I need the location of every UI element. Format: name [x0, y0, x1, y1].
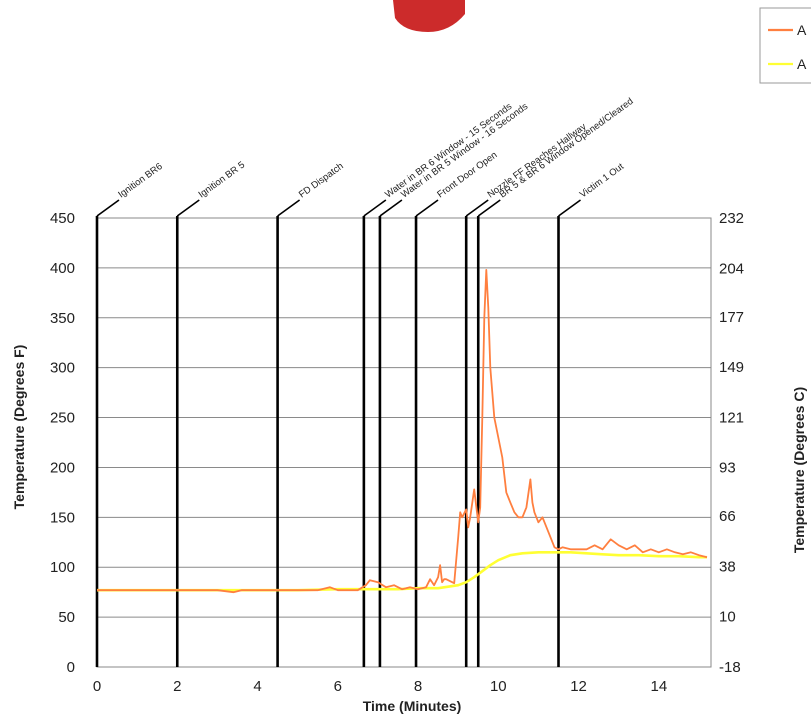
y2-tick-label: 149 [719, 359, 744, 376]
x-tick-label: 14 [650, 678, 667, 695]
legend-label: A [797, 22, 807, 38]
x-tick-label: 8 [414, 678, 422, 695]
series-lines [97, 268, 708, 594]
gridlines [97, 217, 711, 668]
clipped-title-remnant [393, 0, 465, 32]
x-axis-ticks: 0 2 4 6 8 10 12 14 [93, 678, 667, 695]
y-tick-label: 100 [50, 559, 75, 576]
y2-axis-title: Temperature (Degrees C) [791, 387, 807, 553]
left-axis-ticks: 0 50 100 150 200 250 300 350 400 450 [50, 210, 75, 676]
event-label: Ignition BR 5 [197, 160, 247, 201]
event-leader [415, 199, 439, 217]
y-tick-label: 300 [50, 360, 75, 377]
plot-frame [96, 217, 712, 668]
x-tick-label: 12 [570, 678, 587, 695]
y2-tick-label: 121 [719, 409, 744, 426]
event-leader [277, 199, 301, 217]
y2-tick-label: -18 [719, 659, 741, 676]
event-leader [363, 199, 387, 217]
right-axis-ticks: -18 10 38 66 93 121 149 177 204 232 [719, 210, 744, 676]
x-tick-label: 10 [490, 678, 507, 695]
y-tick-label: 350 [50, 310, 75, 327]
y-tick-label: 450 [50, 210, 75, 227]
event-label: Ignition BR6 [116, 161, 164, 200]
x-tick-label: 0 [93, 678, 101, 695]
event-leader [477, 199, 501, 217]
event-leader [379, 199, 403, 217]
y2-tick-label: 10 [719, 609, 736, 626]
event-leader [558, 199, 581, 217]
legend: AA [759, 7, 811, 84]
x-axis-title: Time (Minutes) [363, 698, 462, 714]
plot-area [96, 217, 712, 668]
y2-tick-label: 66 [719, 508, 736, 525]
y-tick-label: 250 [50, 410, 75, 427]
x-tick-label: 2 [173, 678, 181, 695]
y2-tick-label: 93 [719, 460, 736, 477]
y2-tick-label: 232 [719, 210, 744, 227]
event-leader [465, 199, 489, 217]
y2-tick-label: 38 [719, 558, 736, 575]
y-tick-label: 150 [50, 509, 75, 526]
event-leader [176, 199, 200, 217]
y-tick-label: 0 [67, 659, 75, 676]
y-axis-title: Temperature (Degrees F) [11, 345, 27, 510]
event-label: FD Dispatch [297, 161, 346, 201]
x-tick-label: 6 [334, 678, 342, 695]
event-label: Victim 1 Out [578, 161, 626, 200]
series-line [97, 268, 708, 594]
y-tick-label: 200 [50, 459, 75, 476]
y2-tick-label: 204 [719, 260, 744, 277]
legend-label: A [797, 56, 807, 72]
legend-box [759, 7, 811, 84]
event-leader [96, 199, 120, 217]
y-tick-label: 400 [50, 260, 75, 277]
y2-tick-label: 177 [719, 309, 744, 326]
x-tick-label: 4 [253, 678, 261, 695]
y-tick-label: 50 [58, 609, 75, 626]
